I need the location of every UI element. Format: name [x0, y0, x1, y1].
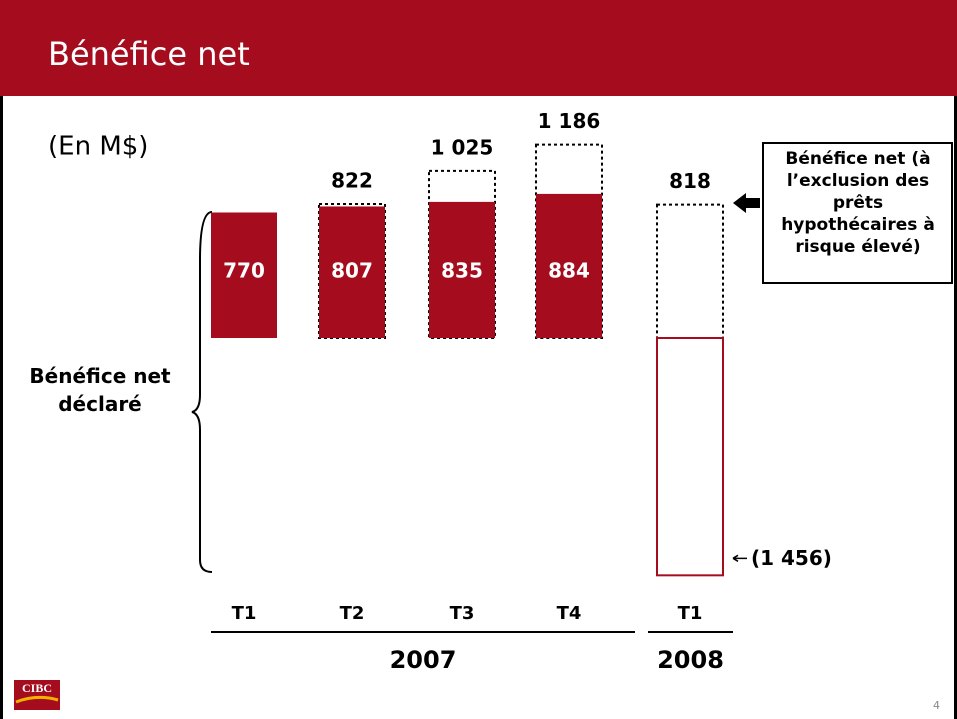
header-band	[0, 0, 957, 96]
value-label: 884	[548, 259, 590, 283]
value-label: 770	[223, 259, 265, 283]
logo-swoosh	[15, 695, 59, 704]
reported-bar	[536, 193, 602, 338]
chart-title: Bénéfice net	[48, 35, 250, 73]
value-label: 818	[669, 169, 711, 193]
x-tick-label: T3	[450, 603, 475, 624]
value-label: 835	[441, 259, 483, 283]
x-tick-label: T4	[557, 603, 582, 624]
logo: CIBC	[22, 681, 52, 695]
reported-bar	[429, 201, 495, 338]
x-tick-label: T2	[340, 603, 365, 624]
value-label: 822	[331, 169, 373, 193]
unit-label: (En M$)	[48, 132, 148, 162]
reported-bar	[211, 212, 277, 338]
brace	[191, 211, 213, 573]
reported-bar	[319, 206, 385, 338]
reported-bar	[656, 337, 724, 577]
callout-box	[762, 142, 953, 284]
logo-box	[14, 680, 60, 710]
right-border	[954, 96, 957, 719]
value-label: (1 456)	[751, 546, 832, 570]
x-tick-label: T1	[678, 603, 703, 624]
callout-arrow	[733, 193, 760, 213]
left-border	[0, 96, 3, 719]
group-label: 2007	[390, 646, 457, 674]
value-label: 1 025	[431, 135, 494, 159]
page-number: 4	[933, 699, 940, 712]
value-label: 807	[331, 259, 373, 283]
group-label: 2008	[657, 646, 724, 674]
value-label: 1 186	[538, 109, 601, 133]
x-tick-label: T1	[232, 603, 257, 624]
excluded-series-name: Bénéfice net (à l’exclusion des prêts hy…	[781, 149, 935, 257]
reported-series-name: Bénéfice net déclaré	[29, 364, 171, 416]
label-arrow	[732, 554, 747, 562]
excluded-bar	[656, 203, 724, 339]
